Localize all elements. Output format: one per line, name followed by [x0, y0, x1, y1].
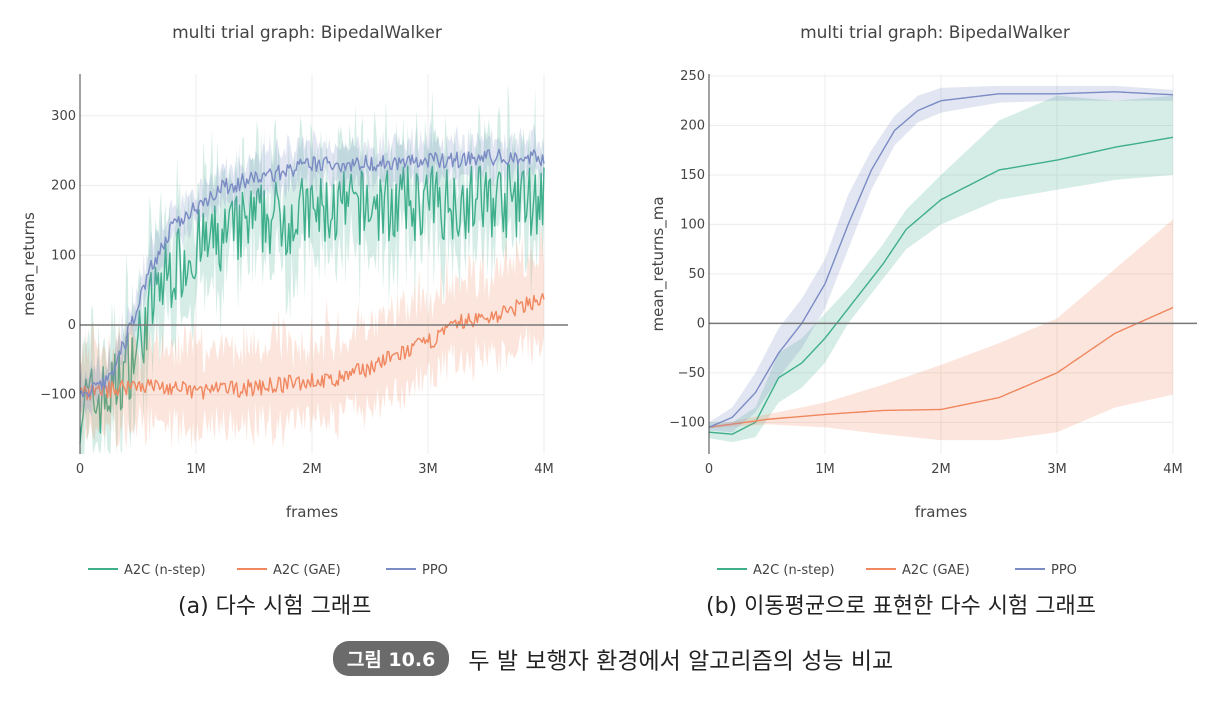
x-axis-label: frames: [915, 503, 967, 521]
x-tick-label: 0: [76, 462, 84, 477]
x-tick-label: 1M: [186, 462, 206, 477]
series-ppo: [708, 85, 1174, 433]
legend-label: A2C (GAE): [902, 563, 970, 578]
series-a2c-gae: [708, 219, 1174, 441]
legend: A2C (n-step) A2C (GAE) PPO: [717, 563, 1077, 578]
series-line: [708, 91, 1174, 428]
y-axis-label: mean_returns: [20, 212, 39, 316]
chart-title: multi trial graph: BipedalWalker: [800, 23, 1070, 43]
series-line: [708, 306, 1174, 428]
y-tick-label: 300: [51, 109, 76, 124]
series-a2c-n-step: [708, 95, 1174, 443]
series-band: [709, 85, 1173, 433]
legend-label: A2C (n-step): [753, 563, 835, 578]
x-axis-label: frames: [286, 503, 338, 521]
series-line: [79, 161, 545, 444]
y-tick-label: 0: [697, 316, 705, 331]
series-a2c-n-step: [79, 82, 545, 454]
x-tick-label: 3M: [1047, 462, 1067, 477]
y-tick-label: −50: [678, 366, 705, 381]
series-line: [708, 136, 1174, 435]
subcaption-b: (b) 이동평균으로 표현한 다수 시험 그래프: [706, 594, 1096, 619]
y-tick-label: 50: [688, 267, 705, 282]
chart-b: multi trial graph: BipedalWalker 0 1M 2M 3M 4…: [649, 23, 1197, 578]
y-tick-label: 200: [51, 179, 76, 194]
y-tick-label: 100: [51, 248, 76, 263]
x-tick-label: 2M: [931, 462, 951, 477]
y-tick-label: 0: [68, 318, 76, 333]
series-band: [709, 219, 1173, 441]
figure-caption-text: 두 발 보행자 환경에서 알고리즘의 성능 비교: [468, 648, 894, 675]
figure-caption: 그림 10.6 두 발 보행자 환경에서 알고리즘의 성능 비교: [0, 641, 1226, 676]
series-line: [79, 293, 545, 401]
subcaption-a: (a) 다수 시험 그래프: [178, 594, 372, 619]
y-tick-label: 100: [680, 217, 705, 232]
series-band: [80, 223, 544, 451]
y-tick-label: 200: [680, 118, 705, 133]
series-band: [80, 118, 544, 417]
x-tick-label: 4M: [1163, 462, 1183, 477]
legend-label: PPO: [422, 563, 448, 578]
y-tick-label: −100: [40, 388, 76, 403]
series-a2c-gae: [79, 223, 545, 451]
y-tick-label: −100: [669, 415, 705, 430]
x-tick-label: 2M: [302, 462, 322, 477]
series-line: [79, 148, 545, 398]
figure-label-badge: 그림 10.6: [332, 641, 450, 676]
legend-label: A2C (n-step): [124, 563, 206, 578]
series-ppo: [79, 118, 545, 417]
y-axis-label: mean_returns_ma: [649, 196, 668, 331]
legend-label: PPO: [1051, 563, 1077, 578]
series-band: [80, 82, 544, 454]
y-tick-label: 250: [680, 69, 705, 84]
chart-title: multi trial graph: BipedalWalker: [172, 23, 442, 43]
series-band: [709, 95, 1173, 443]
legend-label: A2C (GAE): [273, 563, 341, 578]
x-tick-label: 1M: [815, 462, 835, 477]
x-tick-label: 4M: [534, 462, 554, 477]
y-tick-label: 150: [680, 168, 705, 183]
legend: A2C (n-step) A2C (GAE) PPO: [88, 563, 448, 578]
chart-a: multi trial graph: BipedalWalker 0 1M 2M 3M 4…: [20, 23, 568, 578]
x-tick-label: 3M: [418, 462, 438, 477]
x-tick-label: 0: [705, 462, 713, 477]
